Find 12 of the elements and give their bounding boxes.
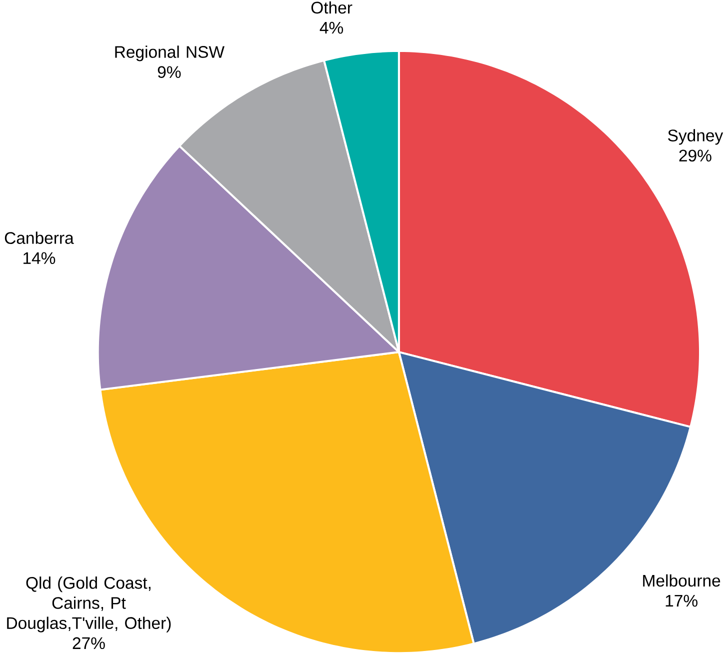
data-label: 17%: [666, 594, 698, 607]
slice-label: Regional NSW: [115, 46, 224, 62]
data-label: 9%: [158, 66, 181, 78]
slice-label: Qld (Gold Coast, Cairns, Pt Douglas,T'ville, Other): [7, 576, 171, 632]
slice-label: Canberra: [4, 232, 74, 244]
slice-label: Sydney: [668, 129, 724, 145]
data-label: 14%: [24, 252, 56, 264]
data-label: 29%: [679, 150, 712, 162]
slice-label: Other: [311, 1, 352, 14]
data-label: 4%: [320, 22, 344, 34]
data-label: 27%: [72, 637, 105, 649]
slice-label: Melbourne: [643, 574, 720, 587]
